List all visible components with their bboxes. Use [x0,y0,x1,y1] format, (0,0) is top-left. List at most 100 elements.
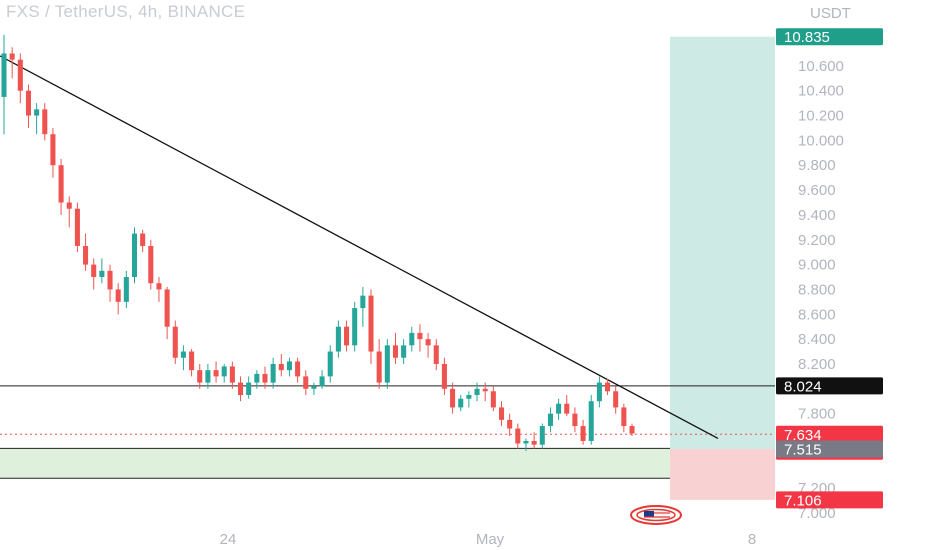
candle-body [376,351,382,383]
candle-body [221,366,227,377]
price-tick-label: 10.600 [798,58,844,75]
candle [197,363,203,389]
candle [580,419,586,445]
candle [254,370,260,389]
candle-body [278,363,284,371]
candle-body [189,351,195,371]
candle-body [17,59,23,91]
candle-body [360,295,366,309]
candle [482,382,488,402]
candle [131,227,138,284]
candle-body [417,332,423,340]
candle [42,103,48,141]
candle [539,423,545,449]
candle [515,423,521,449]
candle [311,382,317,396]
candle [205,363,211,389]
candle [91,258,97,290]
candle [450,382,456,414]
flag-icon[interactable] [630,505,682,525]
candle-body [83,245,89,265]
candle [9,47,15,79]
candle [319,370,325,389]
candle [115,283,121,315]
candle-body [531,440,537,445]
candle-body [523,440,529,444]
price-tick-label: 7.800 [798,406,836,423]
candle-body [352,308,358,346]
candle [237,376,244,402]
candle [295,357,301,383]
candle-body [425,339,431,346]
candle-body [580,426,586,441]
entry-badge-label: 7.515 [784,442,822,459]
candle-body [270,363,276,383]
candle [401,339,407,364]
price-tick-label: 10.000 [798,132,844,149]
candle-body [254,373,260,383]
resistance-badge-label: 8.024 [784,378,822,395]
time-tick-label: 24 [220,531,237,548]
candle-body [547,413,553,427]
candle-body [498,407,505,420]
candle [588,395,594,445]
candle-body [515,428,521,444]
candle-body [466,395,472,399]
time-tick-label: May [476,531,505,548]
candle [417,324,423,352]
candle [474,382,480,402]
candle [384,339,390,389]
candle-body [197,370,203,383]
candle [433,339,439,371]
candle-body [74,208,80,246]
price-tick-label: 9.200 [798,232,836,249]
price-tick-label: 7.000 [798,505,836,522]
candle [58,159,64,215]
candle [621,403,627,433]
candle-body [237,382,244,396]
candle-body [458,398,464,408]
candle [1,34,7,135]
candle [629,423,635,436]
candle-body [91,264,97,278]
candle [490,386,496,412]
target-badge-label: 10.835 [784,29,830,46]
price-tick-label: 8.400 [798,331,836,348]
entry-badge-bg [776,440,883,458]
candle [229,361,235,389]
candle-body [262,373,268,383]
candle [286,357,292,377]
candle [221,363,227,383]
candle-body [107,270,113,290]
candle-body [180,351,186,358]
candle [189,349,195,377]
candle-body [384,345,390,383]
candle [360,286,366,327]
candle-body [596,382,602,402]
price-axis: USDT 10.600 10.400 10.200 10.000 9.800 9.600 9.… [798,5,851,522]
price-tick-label: 10.200 [798,108,844,125]
candle [352,301,358,352]
candle-body [42,109,48,135]
candle-body [613,391,619,408]
candle [156,277,162,302]
candle [83,233,89,271]
candle [213,361,219,383]
candle-body [441,363,447,389]
price-tick-label: 9.400 [798,207,836,224]
last-price-badge-label: 7.634 [784,427,822,444]
candle-body [66,202,72,209]
candle [303,370,309,396]
candle-body [156,283,162,290]
candle-body [335,326,341,352]
candle [458,395,464,412]
candle-body [246,382,252,396]
candle [344,320,350,352]
candle [74,202,80,253]
chart-title: FXS / TetherUS, 4h, BINANCE [6,2,246,21]
candle [25,84,31,128]
candle-body [605,382,611,392]
candle [99,258,105,284]
